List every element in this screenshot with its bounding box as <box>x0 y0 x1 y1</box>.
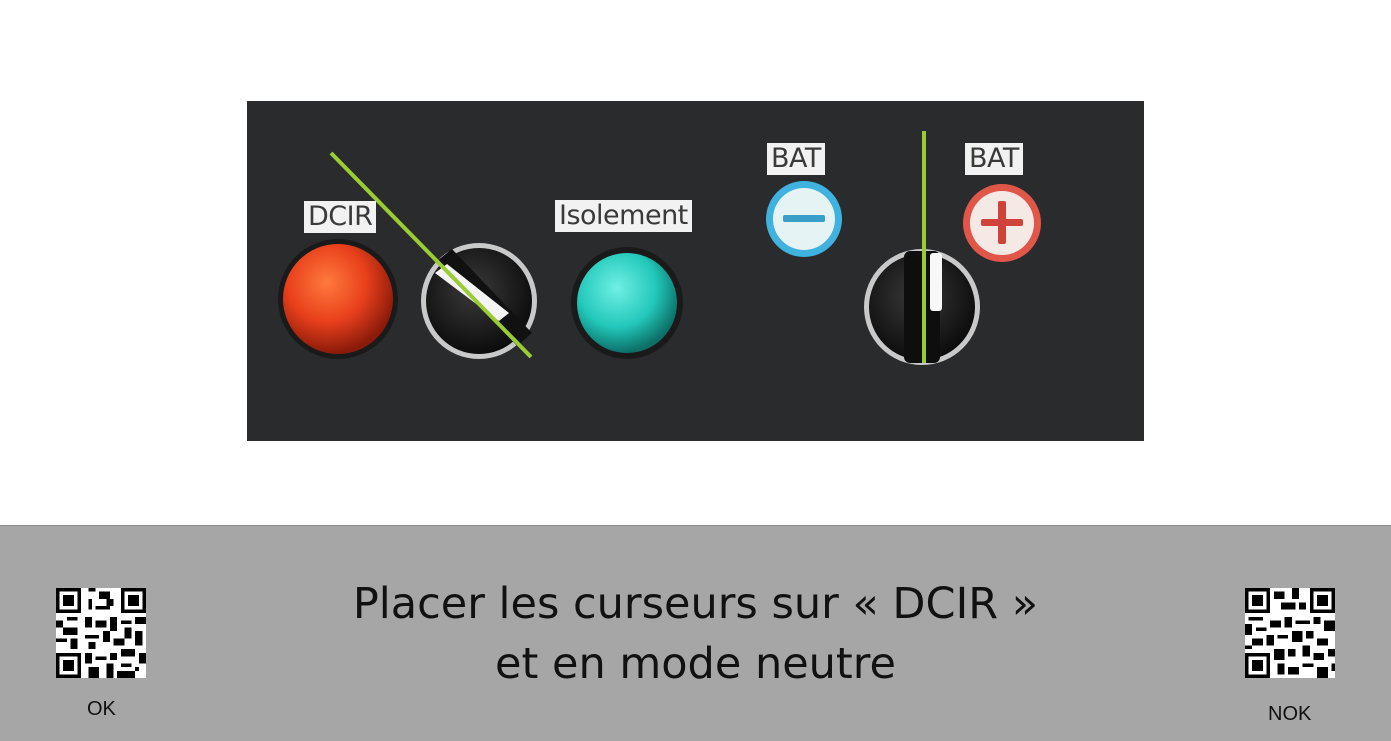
dcir-indicator-light <box>278 239 398 359</box>
isolement-indicator-light <box>571 247 683 359</box>
nok-caption: NOK <box>1268 703 1312 725</box>
control-panel-photo: DCIR Isolement BAT BAT <box>247 101 1144 441</box>
bat-plus-button[interactable] <box>963 184 1041 262</box>
bat-minus-button[interactable] <box>766 181 842 257</box>
qr-code-icon[interactable] <box>56 588 146 678</box>
control-panel-illustration <box>278 131 1041 365</box>
bat-plus-label: BAT <box>965 143 1023 175</box>
instruction-line-2: et en mode neutre <box>495 639 896 689</box>
bat-minus-label: BAT <box>767 143 825 175</box>
ok-caption: OK <box>87 698 116 720</box>
left-neutral-indicator-line <box>329 151 533 359</box>
instruction-bar: Placer les curseurs sur « DCIR » et en m… <box>0 525 1391 741</box>
instruction-line-1: Placer les curseurs sur « DCIR » <box>352 579 1039 629</box>
instruction-text: Placer les curseurs sur « DCIR » et en m… <box>200 574 1191 694</box>
isolement-label: Isolement <box>555 200 692 232</box>
dcir-label: DCIR <box>304 201 377 233</box>
qr-code-icon[interactable] <box>1245 588 1335 678</box>
